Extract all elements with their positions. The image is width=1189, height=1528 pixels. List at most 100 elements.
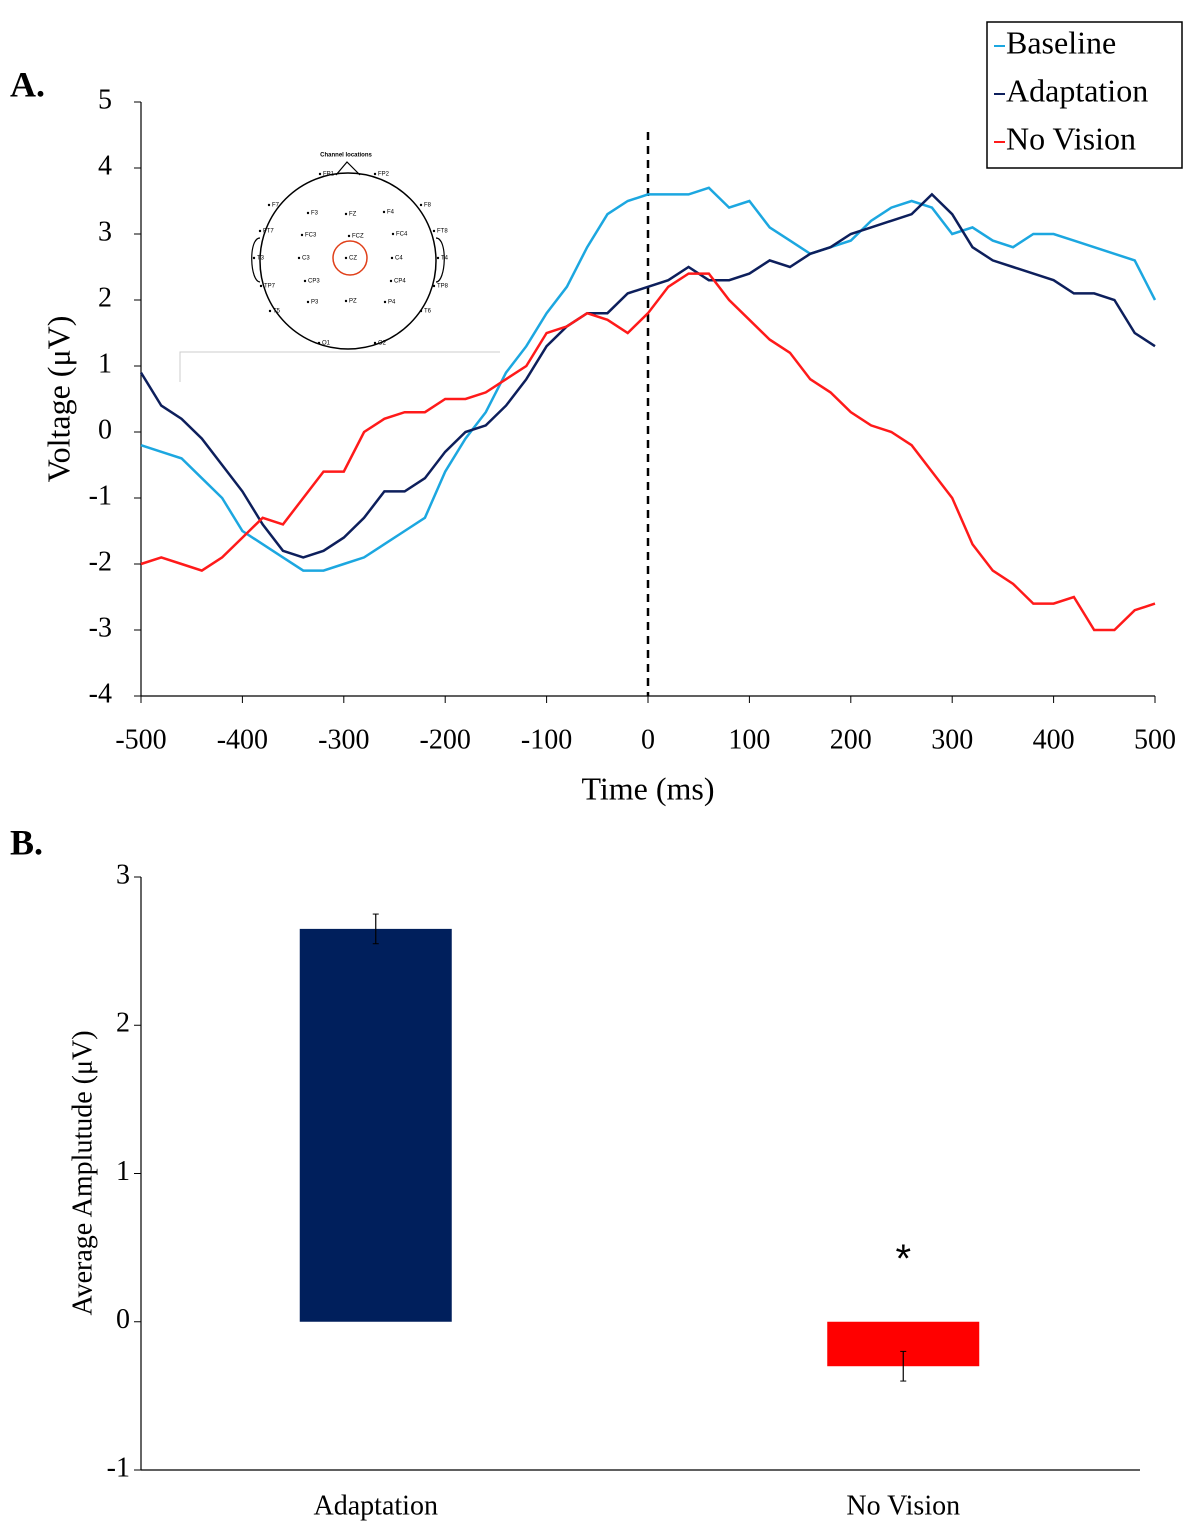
electrode-label: T6 <box>424 309 432 315</box>
x-tick-label: -300 <box>318 724 369 755</box>
electrode <box>318 172 322 176</box>
electrode-label: CZ <box>349 256 357 262</box>
x-tick-label: 500 <box>1134 724 1176 755</box>
legend-label: Baseline <box>1006 24 1116 60</box>
electrode <box>373 172 377 176</box>
x-tick-label: -200 <box>420 724 471 755</box>
legend-label: No Vision <box>1006 120 1136 156</box>
electrode <box>344 212 348 216</box>
electrode <box>391 232 395 236</box>
x-tick-label: 300 <box>931 724 973 755</box>
electrode-label: FCZ <box>352 234 364 240</box>
electrode <box>267 203 271 207</box>
electrode-label: CP4 <box>394 279 406 285</box>
x-tick-label: 0 <box>641 724 655 755</box>
electrode-label: C4 <box>395 256 403 262</box>
y-axis-title: Voltage (μV) <box>40 316 76 483</box>
electrode-label: T5 <box>273 309 281 315</box>
electrode-label: P3 <box>311 300 319 306</box>
y-tick-label: -4 <box>89 678 112 709</box>
electrode-label: FT8 <box>437 229 448 235</box>
y-tick-label: 1 <box>98 348 112 379</box>
y-tick-label: 1 <box>116 1156 130 1187</box>
electrode-label: F4 <box>387 210 395 216</box>
electrode-label: CP3 <box>308 279 320 285</box>
electrode-label: C3 <box>302 256 310 262</box>
x-tick-label: 200 <box>830 724 872 755</box>
electrode <box>432 284 436 288</box>
electrode <box>432 229 436 233</box>
line <box>140 272 1156 632</box>
y-tick-label: 0 <box>98 414 112 445</box>
electrode <box>268 309 272 313</box>
y-tick-label: 4 <box>98 150 112 181</box>
electrode <box>252 256 256 260</box>
y-tick-label: -3 <box>89 612 112 643</box>
x-tick-label: 100 <box>728 724 770 755</box>
electrode-label: FP2 <box>378 172 390 178</box>
electrode <box>300 233 304 237</box>
electrode-label: FP1 <box>323 172 335 178</box>
electrode <box>306 211 310 215</box>
y-tick-label: -1 <box>89 480 112 511</box>
electrode <box>347 234 351 238</box>
electrode-label: T3 <box>257 256 265 262</box>
electrode-label: PZ <box>349 299 357 305</box>
bar <box>299 928 452 1322</box>
electrode <box>303 279 307 283</box>
electrode <box>373 341 377 345</box>
y-axis-title: Average Amplutude (μV) <box>67 1030 98 1315</box>
electrode <box>344 299 348 303</box>
electrode-label: FC3 <box>305 233 317 239</box>
electrode <box>317 341 321 345</box>
electrode-label: O1 <box>322 341 331 347</box>
line <box>139 192 1156 559</box>
electrode-label: FZ <box>349 212 357 218</box>
y-tick-label: 3 <box>98 216 112 247</box>
x-tick-label: -400 <box>217 724 268 755</box>
electrode <box>297 256 301 260</box>
panel-label: A. <box>10 64 45 104</box>
electrode-label: T4 <box>441 256 449 262</box>
electrode <box>419 203 423 207</box>
electrode-label: F8 <box>424 203 432 209</box>
electrode <box>258 229 262 233</box>
x-tick-label: 400 <box>1033 724 1075 755</box>
legend-box <box>986 21 1183 169</box>
y-tick-label: -2 <box>89 546 112 577</box>
electrode-label: TP8 <box>437 284 449 290</box>
line <box>140 186 1157 572</box>
electrode <box>389 279 393 283</box>
y-tick-label: 2 <box>116 1008 130 1039</box>
electrode <box>306 300 310 304</box>
x-tick-label: No Vision <box>846 1490 960 1521</box>
electrode <box>436 256 440 260</box>
electrode-label: O2 <box>378 341 387 347</box>
x-axis-title: Time (ms) <box>581 770 714 806</box>
electrode <box>419 309 423 313</box>
electrode <box>382 210 386 214</box>
electrode-label: FC4 <box>396 232 408 238</box>
electrode <box>383 300 387 304</box>
y-tick-label: 2 <box>98 282 112 313</box>
inset <box>179 161 500 382</box>
y-tick-label: 5 <box>98 84 112 115</box>
electrode-label: F7 <box>272 203 280 209</box>
y-tick-label: 3 <box>116 859 130 890</box>
electrode-label: F3 <box>311 211 319 217</box>
legend-label: Adaptation <box>1006 72 1148 108</box>
annotation: * <box>895 1237 911 1281</box>
electrode <box>390 256 394 260</box>
electrode-label: P4 <box>388 300 396 306</box>
electrode <box>259 284 263 288</box>
electrode-label: TP7 <box>264 284 276 290</box>
inset-title: Channel locations <box>320 153 372 159</box>
x-tick-label: -500 <box>115 724 166 755</box>
x-tick-label: Adaptation <box>314 1490 438 1521</box>
electrode-label: FT7 <box>263 229 274 235</box>
electrode <box>344 256 348 260</box>
x-tick-label: -100 <box>521 724 572 755</box>
y-tick-label: -1 <box>107 1452 130 1483</box>
